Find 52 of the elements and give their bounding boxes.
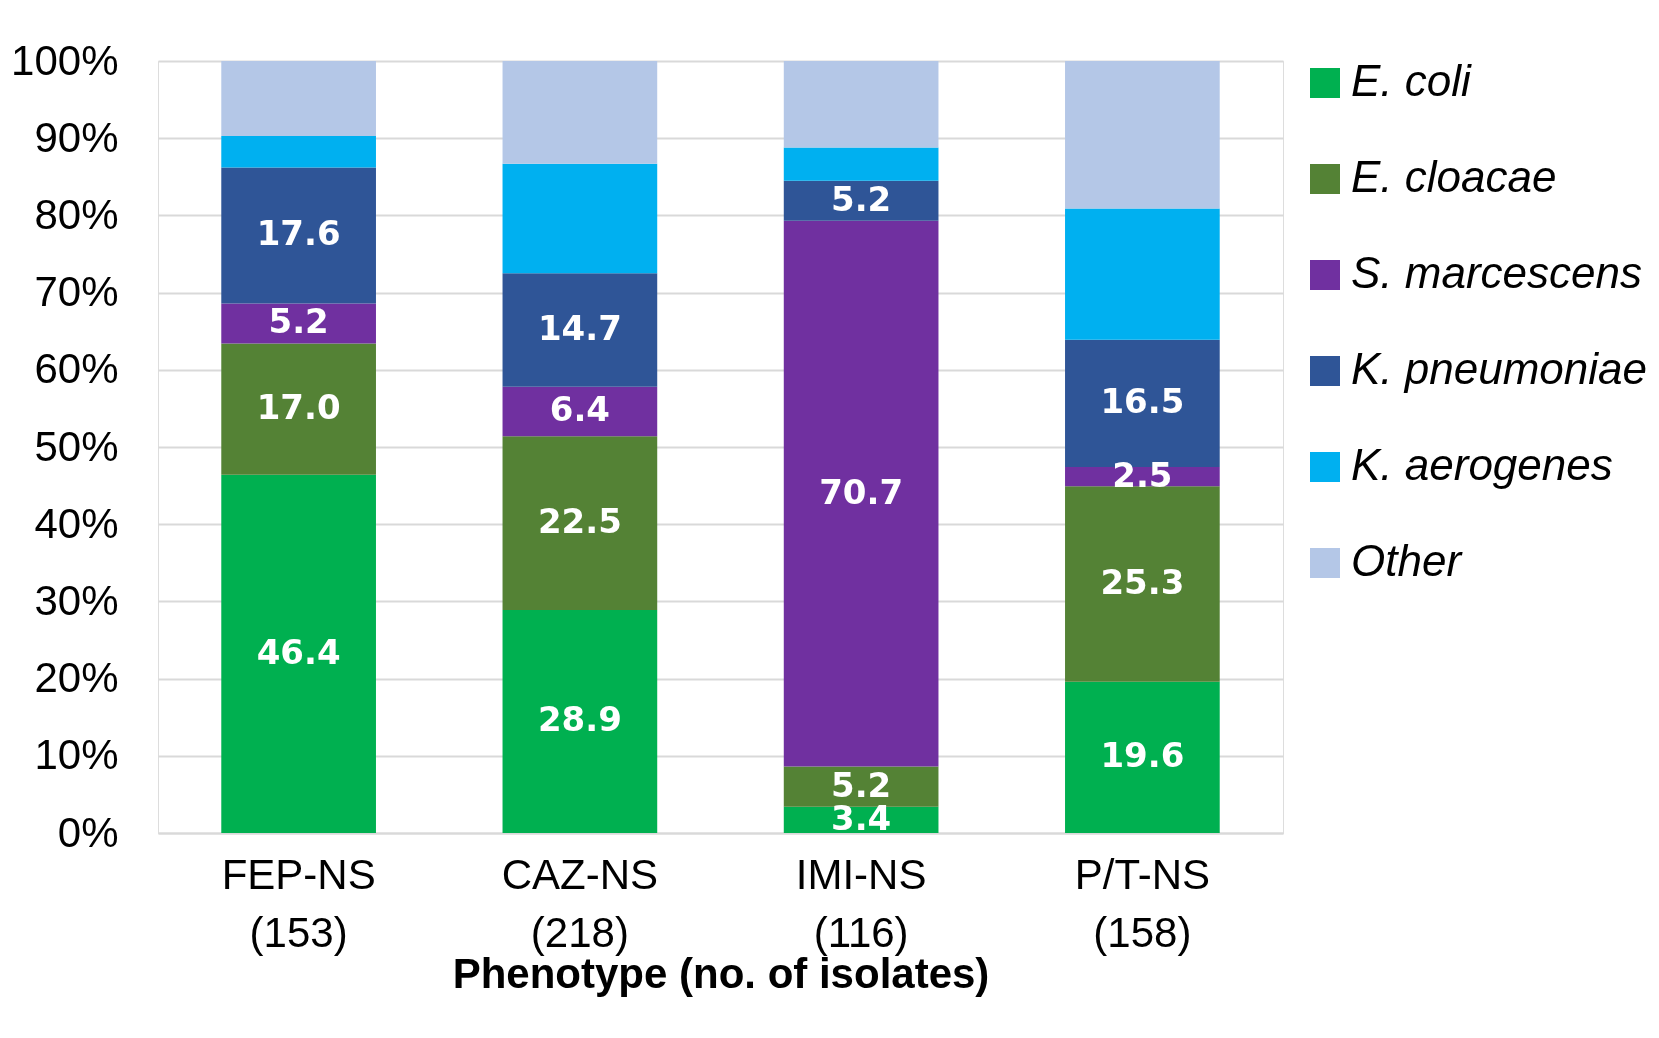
y-tick-label: 20% [34, 654, 119, 702]
bar [1065, 208, 1220, 340]
y-tick-label: 40% [34, 499, 119, 547]
x-tick-label: P/T-NS (158) [1074, 850, 1211, 956]
data-label: 14.7 [537, 308, 622, 349]
y-tick-label: 10% [34, 731, 119, 779]
y-tick-label: 50% [34, 422, 119, 470]
bar [1065, 681, 1220, 833]
y-tick-label: 0% [57, 808, 119, 856]
legend-label: Other [1351, 536, 1464, 585]
x-tick-label: IMI-NS (116) [795, 850, 927, 956]
data-label: 28.9 [537, 699, 622, 740]
bar [502, 273, 658, 387]
legend-label: E. coli [1351, 56, 1473, 105]
data-label: 5.2 [831, 178, 892, 219]
legend-label: K. aerogenes [1351, 440, 1613, 489]
data-label: 46.4 [256, 631, 341, 672]
bar [502, 609, 658, 833]
bar [221, 343, 376, 475]
data-label: 25.3 [1100, 562, 1185, 603]
bar [221, 61, 376, 136]
data-label: 70.7 [819, 471, 904, 512]
bar [221, 135, 376, 168]
bar [783, 61, 939, 148]
bar [221, 167, 376, 304]
legend-label: K. pneumoniae [1351, 344, 1647, 393]
data-label: 17.6 [256, 213, 341, 254]
bar [783, 147, 939, 181]
data-label: 17.0 [256, 387, 341, 428]
data-label: 19.6 [1100, 735, 1185, 776]
bar [502, 436, 658, 610]
data-label: 22.5 [537, 501, 622, 542]
y-tick-label: 30% [34, 576, 119, 624]
bar [1065, 61, 1220, 209]
data-label: 16.5 [1100, 381, 1185, 422]
legend-label: E. cloacae [1351, 152, 1557, 201]
bar [502, 61, 658, 164]
x-tick-label: FEP-NS (153) [221, 850, 376, 956]
bar [783, 220, 939, 767]
y-tick-label: 100% [11, 36, 119, 84]
y-tick-label: 80% [34, 190, 119, 238]
y-tick-label: 90% [34, 113, 119, 161]
bar [502, 163, 658, 274]
data-label: 5.2 [268, 301, 329, 342]
y-tick-label: 60% [34, 345, 119, 393]
legend-label: S. marcescens [1351, 248, 1642, 297]
bar [1065, 486, 1220, 682]
bar [221, 303, 376, 344]
data-label: 6.4 [549, 389, 610, 430]
y-tick-label: 70% [34, 268, 119, 316]
data-label: 2.5 [1112, 454, 1173, 495]
bar [221, 474, 376, 833]
